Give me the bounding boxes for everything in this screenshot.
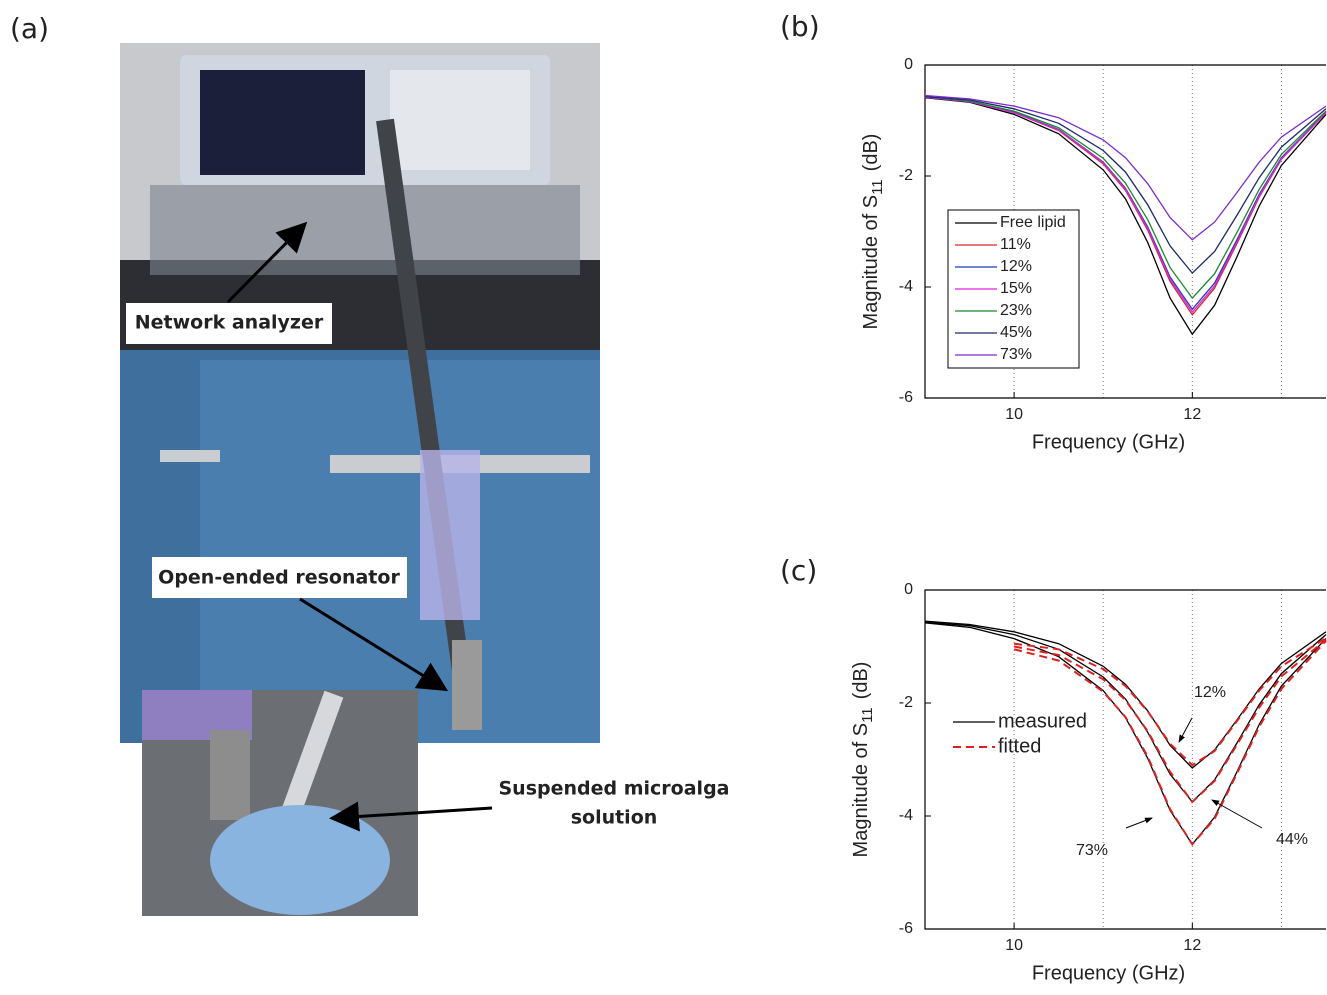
legend-label: 11% <box>1000 236 1031 253</box>
data-line <box>924 95 1327 300</box>
legend-label: measured <box>998 710 1087 732</box>
y-tick-label: -4 <box>899 807 913 824</box>
y-axis-label-part: (dB) <box>850 662 872 700</box>
y-axis-label-part: (dB) <box>860 134 882 172</box>
panel-label: (b) <box>780 10 820 43</box>
y-axis-label-part: Magnitude of S <box>850 723 872 858</box>
legend-label: 23% <box>1000 302 1032 319</box>
legend-label: 12% <box>1000 258 1032 275</box>
photo-label: solution <box>571 807 658 829</box>
axis-frame <box>924 64 1326 399</box>
panel-label: (c) <box>780 554 817 587</box>
annotation-arrow <box>1178 717 1193 743</box>
data-line <box>924 94 1327 241</box>
x-tick-label: 12 <box>1183 406 1201 423</box>
data-line <box>1013 637 1327 767</box>
y-tick-label: -2 <box>899 694 913 711</box>
y-tick-label: 0 <box>904 56 913 73</box>
photo: Network analyzer Open-ended resonator Su… <box>120 43 730 916</box>
y-axis-label-sub: 11 <box>869 179 886 195</box>
data-line <box>924 622 1327 846</box>
photo-label: Open-ended resonator <box>158 567 400 589</box>
annotation-arrow <box>1125 817 1153 829</box>
panel-label: (a) <box>10 12 49 45</box>
annotation: 12% <box>1194 684 1226 701</box>
x-tick-label: 12 <box>1183 937 1201 954</box>
x-tick-label: 10 <box>1005 406 1023 423</box>
y-tick-label: 0 <box>904 581 913 598</box>
annotation-arrow <box>1211 799 1263 829</box>
annotation: 73% <box>1076 842 1108 859</box>
data-line <box>924 96 1327 314</box>
y-axis-label: Magnitude of S11 (dB) <box>860 134 886 330</box>
legend-label: fitted <box>998 735 1041 757</box>
data-line <box>1013 638 1327 804</box>
legend-label: 45% <box>1000 324 1032 341</box>
x-axis-label: Frequency (GHz) <box>1032 962 1185 984</box>
y-tick-label: -6 <box>899 389 913 406</box>
x-axis-label: Frequency (GHz) <box>1032 431 1185 453</box>
y-axis-label: Magnitude of S11 (dB) <box>850 662 876 858</box>
legend-label: 15% <box>1000 280 1032 297</box>
data-line <box>1013 640 1327 846</box>
annotation: 44% <box>1276 831 1308 848</box>
y-tick-label: -2 <box>899 167 913 184</box>
legend-label: 73% <box>1000 346 1032 363</box>
photo-label: Network analyzer <box>135 312 324 334</box>
data-line <box>924 95 1327 275</box>
axis-frame <box>924 589 1326 930</box>
y-tick-label: -6 <box>899 920 913 937</box>
y-axis-label-sub: 11 <box>859 707 876 723</box>
legend-label: Free lipid <box>1000 214 1066 231</box>
y-tick-label: -4 <box>899 278 913 295</box>
y-axis-label-part: Magnitude of S <box>860 195 882 330</box>
data-line <box>924 97 1327 336</box>
photo-label: Suspended microalga <box>499 778 730 800</box>
x-tick-label: 10 <box>1005 937 1023 954</box>
